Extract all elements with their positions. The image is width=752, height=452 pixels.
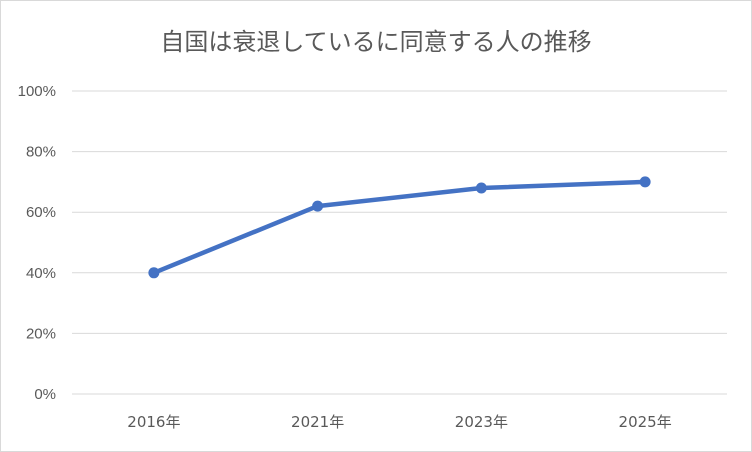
x-tick-label: 2021年: [291, 413, 344, 431]
y-axis-ticks: 0% 20% 40% 60% 80% 100%: [18, 83, 56, 403]
series-line: [151, 179, 648, 276]
y-tick-label: 80%: [26, 144, 56, 161]
x-tick-label: 2016年: [127, 413, 180, 431]
x-tick-label: 2025年: [619, 413, 672, 431]
y-tick-label: 40%: [26, 265, 56, 282]
x-axis-ticks: 2016年 2021年 2023年 2025年: [127, 413, 671, 431]
x-tick-label: 2023年: [455, 413, 508, 431]
y-tick-label: 20%: [26, 325, 56, 342]
y-tick-label: 100%: [18, 83, 56, 100]
y-tick-label: 0%: [34, 386, 56, 403]
data-point: [475, 182, 487, 194]
data-point: [148, 267, 160, 279]
gridlines: [72, 90, 727, 395]
data-point: [639, 176, 651, 188]
series-layer: [148, 176, 651, 279]
y-tick-label: 60%: [26, 204, 56, 221]
chart-title: 自国は衰退しているに同意する人の推移: [160, 28, 592, 56]
data-point: [312, 200, 324, 212]
